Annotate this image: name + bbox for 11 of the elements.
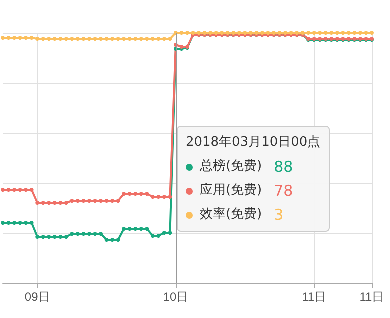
x-tick-label: 11日 (360, 290, 384, 304)
annotation: 2018年03月10日00点 (186, 134, 321, 152)
annotation: 3 (274, 205, 284, 226)
annotation: 88 (274, 157, 294, 178)
legend-label: 总榜(免费) (200, 158, 262, 176)
x-tick-label: 11日 (302, 290, 327, 304)
legend-label: 效率(免费) (200, 206, 262, 224)
x-tick-label: 09日 (24, 290, 50, 304)
x-tick-label: 10日 (163, 290, 189, 304)
annotation: 78 (274, 181, 294, 202)
legend-label: 应用(免费) (200, 182, 262, 200)
